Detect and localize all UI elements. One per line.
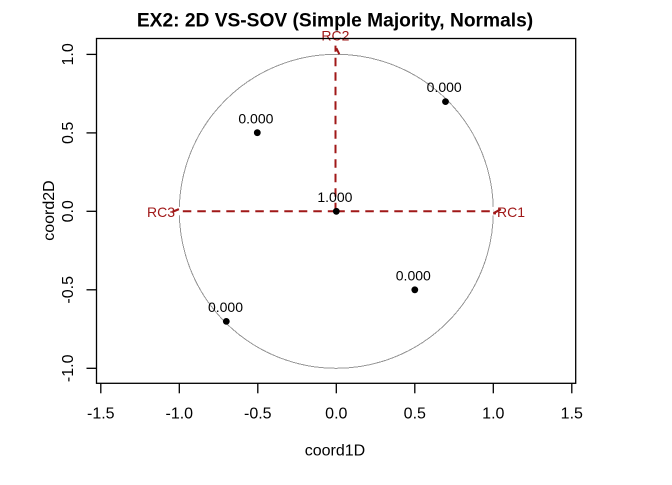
svg-text:1.0: 1.0	[60, 43, 77, 65]
svg-text:-1.0: -1.0	[60, 354, 77, 382]
svg-text:0.000: 0.000	[396, 267, 431, 283]
svg-text:0.5: 0.5	[404, 405, 426, 422]
svg-text:0.000: 0.000	[427, 79, 462, 95]
svg-text:0.0: 0.0	[325, 405, 347, 422]
svg-text:RC1: RC1	[497, 204, 525, 220]
svg-text:0.5: 0.5	[60, 122, 77, 144]
svg-text:1.0: 1.0	[482, 405, 504, 422]
svg-text:-0.5: -0.5	[60, 276, 77, 304]
svg-text:0.0: 0.0	[60, 200, 77, 222]
svg-text:-0.5: -0.5	[244, 405, 272, 422]
svg-text:-1.5: -1.5	[87, 405, 115, 422]
svg-text:0.000: 0.000	[238, 111, 273, 127]
svg-text:1.000: 1.000	[317, 189, 352, 205]
svg-text:0.000: 0.000	[208, 299, 243, 315]
svg-text:coord2D: coord2D	[41, 180, 58, 240]
svg-text:-1.0: -1.0	[166, 405, 194, 422]
svg-text:RC2: RC2	[321, 28, 349, 44]
svg-text:coord1D: coord1D	[305, 443, 365, 460]
svg-text:1.5: 1.5	[561, 405, 583, 422]
svg-text:EX2: 2D VS-SOV (Simple Majorit: EX2: 2D VS-SOV (Simple Majority, Normals…	[137, 10, 533, 31]
svg-text:RC3: RC3	[147, 204, 175, 220]
